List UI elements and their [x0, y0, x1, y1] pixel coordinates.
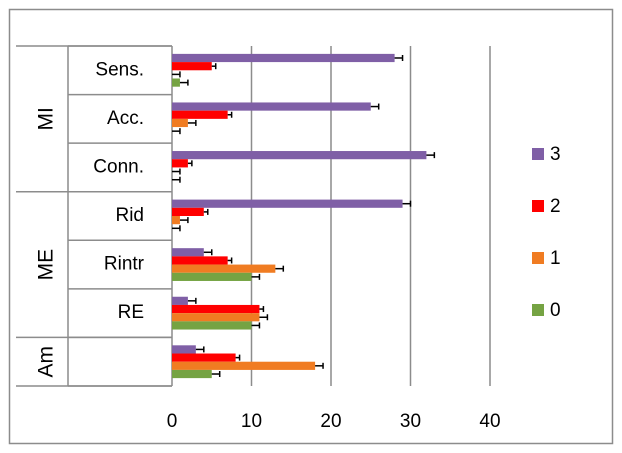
legend-swatch — [532, 200, 544, 212]
category-label: Sens. — [95, 59, 144, 80]
category-label: Rintr — [104, 254, 145, 275]
x-tick-label: 40 — [479, 411, 500, 432]
group-label: MI — [35, 107, 58, 130]
legend-label: 2 — [550, 196, 561, 217]
bar — [172, 102, 371, 111]
x-tick-label: 10 — [241, 411, 262, 432]
bar — [172, 62, 212, 71]
bar — [172, 304, 260, 314]
legend-label: 3 — [550, 144, 561, 165]
category-label: Rid — [115, 205, 144, 226]
bar — [172, 272, 252, 281]
bar — [172, 296, 188, 305]
bar — [172, 78, 180, 87]
bar — [172, 353, 236, 362]
bar — [172, 313, 260, 322]
group-label: ME — [35, 249, 58, 281]
legend-swatch — [532, 252, 544, 264]
legend-swatch — [532, 148, 544, 160]
chart-frame — [8, 8, 614, 445]
bar — [172, 321, 252, 330]
bar — [172, 151, 427, 160]
x-tick-label: 30 — [400, 411, 421, 432]
bar — [172, 248, 204, 257]
bar — [172, 118, 188, 128]
category-label: Acc. — [107, 108, 144, 129]
bar — [172, 159, 188, 168]
bar — [172, 216, 180, 225]
bar — [172, 110, 228, 119]
category-label: RE — [118, 302, 144, 323]
bar — [172, 361, 316, 370]
x-tick-label: 20 — [320, 411, 341, 432]
bar — [172, 207, 204, 216]
legend-swatch — [532, 304, 544, 316]
bar — [172, 199, 403, 208]
bar — [172, 264, 276, 273]
bar — [172, 369, 212, 379]
legend-label: 0 — [550, 300, 561, 321]
bar — [172, 53, 395, 63]
bar — [172, 256, 228, 265]
bar — [172, 345, 196, 354]
group-label: Am — [35, 346, 58, 378]
x-tick-label: 0 — [167, 411, 178, 432]
category-label: Conn. — [93, 156, 144, 177]
legend-label: 1 — [550, 248, 561, 269]
